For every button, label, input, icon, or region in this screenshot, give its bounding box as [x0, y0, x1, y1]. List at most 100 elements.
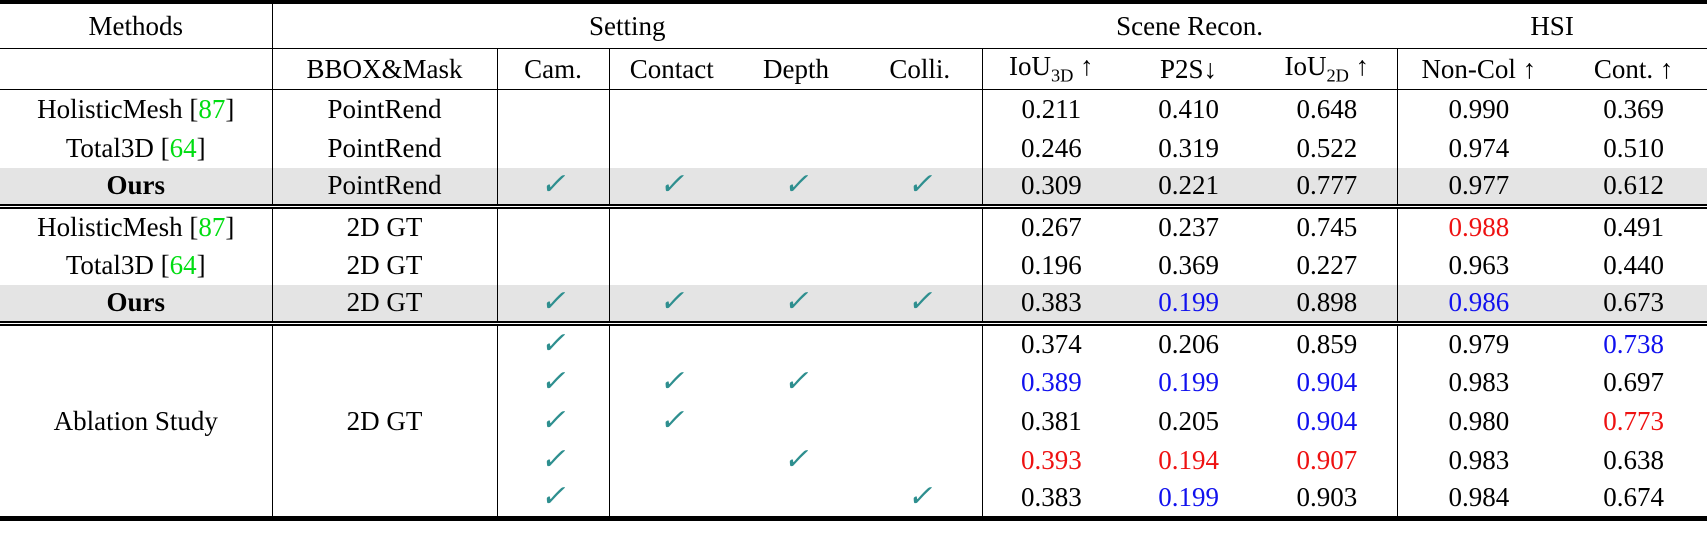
- depth-check-cell: [734, 246, 858, 285]
- checkmark-icon: ✓: [659, 403, 685, 437]
- noncol-value: 0.990: [1448, 93, 1510, 124]
- table-row: HolisticMesh [87] PointRend 0.211 0.410 0.64…: [0, 89, 1707, 129]
- contact-check-cell: ✓: [609, 284, 734, 324]
- citation-number: 64: [169, 132, 197, 163]
- p2s-value: 0.199: [1158, 482, 1219, 513]
- colli-check-cell: [858, 440, 983, 480]
- iou2d-value: 0.777: [1257, 167, 1398, 207]
- table-row: ✓ ✓ 0.383 0.199 0.903 0.984 0.674: [0, 479, 1707, 519]
- contact-check-cell: [609, 204, 734, 246]
- iou2d-value: 0.522: [1257, 128, 1398, 168]
- cont-value: 0.674: [1603, 482, 1664, 513]
- p2s-value: 0.319: [1158, 132, 1219, 163]
- iou3d-subscript: 3D: [1050, 65, 1074, 86]
- up-arrow-icon: ↑: [1515, 53, 1537, 84]
- cam-check-cell: ✓: [497, 479, 610, 519]
- iou2d-value: 0.227: [1257, 245, 1398, 285]
- cont-value: 0.510: [1603, 132, 1664, 163]
- iou2d-value: 0.898: [1257, 284, 1398, 324]
- cam-check-cell: ✓: [497, 167, 610, 207]
- noncol-value: 0.974: [1448, 132, 1510, 163]
- checkmark-icon: ✓: [540, 480, 566, 514]
- method-cell: HolisticMesh [87]: [0, 89, 273, 129]
- p2s-value: 0.205: [1158, 405, 1219, 436]
- iou3d-value: 0.374: [982, 321, 1121, 363]
- cam-check-cell: [497, 204, 610, 246]
- colli-check-cell: [858, 128, 983, 168]
- p2s-value: 0.199: [1158, 366, 1219, 397]
- cont-value: 0.673: [1560, 284, 1707, 324]
- up-arrow-icon: ↑: [1348, 51, 1370, 82]
- colli-check-cell: ✓: [858, 167, 983, 207]
- up-arrow-icon: ↑: [1073, 51, 1094, 82]
- contact-check-cell: [609, 246, 734, 285]
- bbox-mask-cell: PointRend: [272, 128, 498, 168]
- colli-check-cell: [858, 401, 983, 441]
- col-header-cam: Cam.: [497, 48, 610, 90]
- table-row: ✓ ✓ ✓ 0.389 0.199 0.904 0.983 0.697: [0, 362, 1707, 402]
- method-cell: Ours: [0, 167, 273, 207]
- contact-check-cell: [609, 441, 734, 480]
- down-arrow-icon: ↓: [1203, 53, 1218, 84]
- colli-check-cell: [858, 321, 983, 363]
- checkmark-icon: ✓: [540, 168, 566, 202]
- col-header-iou2d: IoU2D ↑: [1257, 48, 1398, 90]
- cam-check-cell: [497, 128, 610, 168]
- table-block-3: Ablation Study 2D GT ✓ 0.374 0.206 0.859 0.979…: [0, 321, 1707, 519]
- iou2d-subscript: 2D: [1326, 65, 1349, 86]
- table-row: ✓ ✓ 0.393 0.194 0.907 0.983 0.638: [0, 440, 1707, 480]
- checkmark-icon: ✓: [540, 403, 566, 437]
- cam-check-cell: [497, 89, 610, 129]
- cont-value: 0.612: [1560, 167, 1707, 207]
- cam-check-cell: ✓: [497, 401, 610, 441]
- method-cell: Ours: [0, 284, 273, 324]
- checkmark-icon: ✓: [783, 168, 809, 202]
- contact-check-cell: ✓: [609, 402, 734, 441]
- contact-check-cell: ✓: [609, 363, 734, 402]
- cont-value: 0.697: [1603, 366, 1664, 397]
- colli-check-cell: [858, 89, 983, 129]
- noncol-value: 0.988: [1397, 204, 1561, 246]
- p2s-label: P2S: [1160, 53, 1204, 84]
- checkmark-icon: ✓: [907, 168, 933, 202]
- cont-value: 0.773: [1603, 405, 1664, 436]
- cam-check-cell: ✓: [497, 440, 610, 480]
- contact-check-cell: [609, 129, 734, 168]
- bbox-mask-cell: PointRend: [272, 167, 498, 207]
- iou3d-value: 0.389: [1020, 366, 1082, 397]
- depth-check-cell: [734, 90, 858, 129]
- checkmark-icon: ✓: [540, 285, 566, 319]
- header-sub-row: BBOX&Mask Cam. Contact Depth Colli. IoU3…: [0, 48, 1707, 90]
- p2s-value: 0.199: [1120, 284, 1258, 324]
- citation-number: 87: [198, 93, 226, 124]
- colli-check-cell: [858, 245, 983, 285]
- iou2d-value: 0.859: [1257, 321, 1398, 363]
- iou3d-value: 0.211: [1021, 93, 1082, 124]
- depth-check-cell: ✓: [734, 441, 858, 480]
- table-row: Total3D [64] 2D GT 0.196 0.369 0.227 0.963 0.4…: [0, 245, 1707, 285]
- noncol-value: 0.983: [1448, 366, 1510, 397]
- checkmark-icon: ✓: [540, 326, 566, 360]
- cam-check-cell: ✓: [497, 284, 610, 324]
- checkmark-icon: ✓: [783, 285, 809, 319]
- method-cell: Total3D [64]: [0, 245, 273, 285]
- cont-value: 0.440: [1603, 249, 1664, 280]
- contact-check-cell: [609, 321, 734, 363]
- checkmark-icon: ✓: [907, 285, 933, 319]
- iou3d-value: 0.309: [982, 167, 1121, 207]
- table-row: ✓ ✓ 0.381 0.205 0.904 0.980 0.773: [0, 401, 1707, 441]
- depth-check-cell: [734, 321, 858, 363]
- iou2d-value: 0.745: [1257, 204, 1398, 246]
- bbox-mask-cell: 2D GT: [272, 284, 498, 324]
- col-header-methods-empty: [0, 48, 273, 90]
- iou2d-value: 0.904: [1257, 362, 1398, 402]
- iou3d-value: 0.383: [982, 284, 1121, 324]
- bbox-mask-cell: 2D GT: [272, 204, 498, 246]
- method-cell: Total3D [64]: [0, 128, 273, 168]
- cont-value: 0.738: [1560, 321, 1707, 363]
- iou3d-value: 0.196: [1020, 249, 1082, 280]
- depth-check-cell: ✓: [734, 167, 858, 207]
- noncol-value: 0.984: [1448, 482, 1510, 513]
- iou2d-value: 0.904: [1257, 401, 1398, 441]
- bbox-mask-cell: PointRend: [272, 89, 498, 129]
